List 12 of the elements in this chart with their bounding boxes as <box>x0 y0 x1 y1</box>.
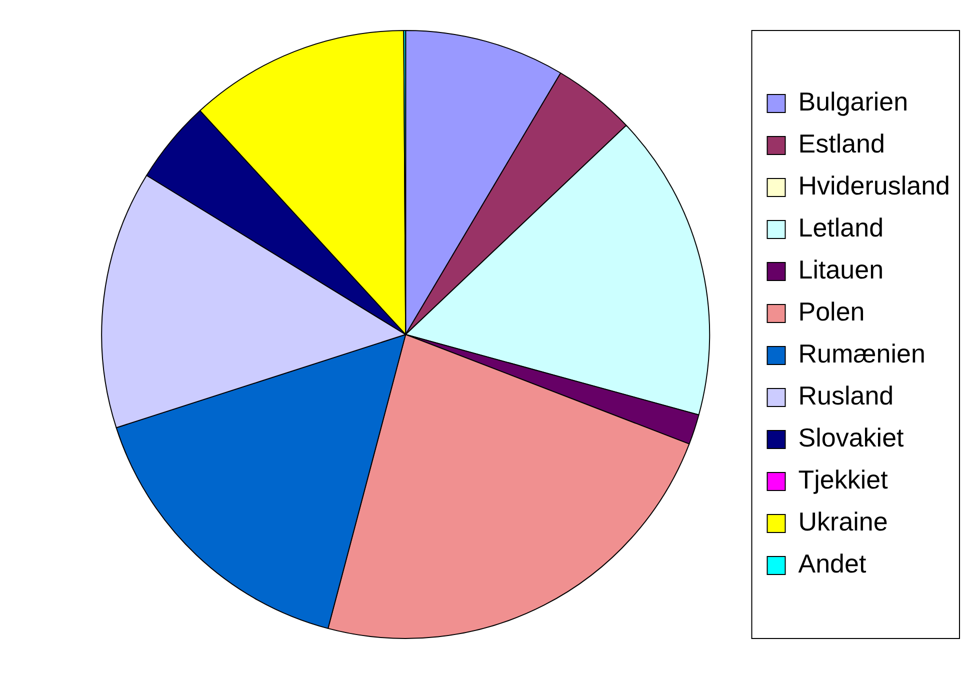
legend-label: Tjekkiet <box>798 464 889 495</box>
legend-label: Andet <box>798 548 867 579</box>
legend-label: Hviderusland <box>798 170 950 201</box>
legend-label: Ukraine <box>798 506 888 537</box>
legend-label: Bulgarien <box>798 86 908 117</box>
legend-label: Estland <box>798 128 885 159</box>
legend-label: Rumænien <box>798 338 926 369</box>
legend-label: Letland <box>798 212 884 243</box>
legend-label: Rusland <box>798 380 894 411</box>
legend-label: Slovakiet <box>798 422 905 453</box>
legend-label: Polen <box>798 296 865 327</box>
legend-label: Litauen <box>798 254 884 285</box>
